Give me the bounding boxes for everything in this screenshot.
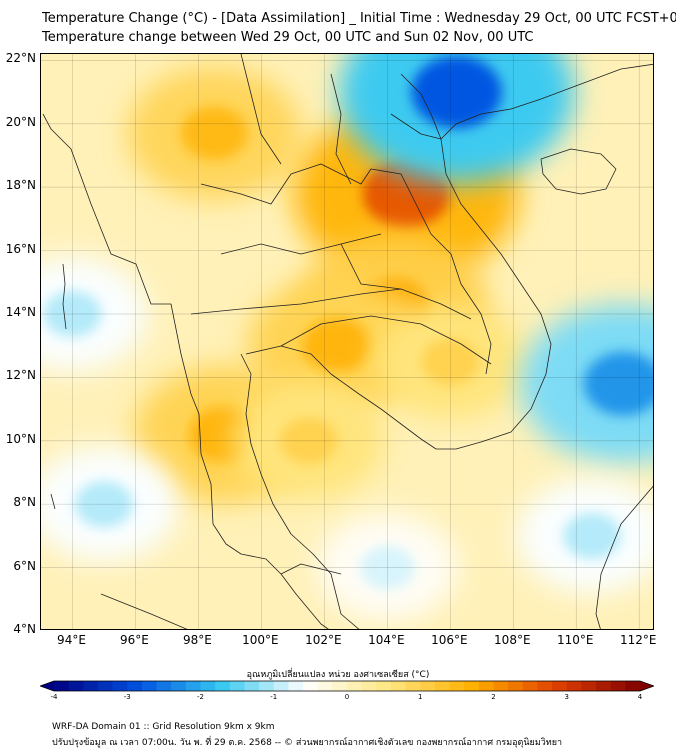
colorbar-segment [522,681,538,691]
colorbar-segment [493,681,509,691]
colorbar-tick-label: -3 [123,693,131,701]
colorbar-segment [127,681,143,691]
anomaly-core [43,290,102,338]
colorbar-segment [185,681,201,691]
colorbar-segment [171,681,187,691]
anomaly-core [583,351,653,416]
colorbar-segment [332,681,348,691]
temperature-change-map [40,53,654,630]
anomaly-core [563,512,622,560]
lon-tick-label: 100°E [242,633,279,647]
colorbar-segment [288,681,304,691]
colorbar-max-arrow [640,681,654,691]
colorbar-segment [464,681,480,691]
lon-tick-label: 96°E [120,633,149,647]
coastlines-and-borders [42,54,653,629]
colorbar-segment [347,681,363,691]
colorbar-tick-label: 3 [564,693,569,701]
colorbar-segment [420,681,436,691]
colorbar-segment [478,681,494,691]
lon-tick-label: 106°E [431,633,468,647]
anomaly-core [360,545,415,590]
lat-tick-label: 18°N [5,178,36,193]
lat-tick-label: 16°N [5,241,36,256]
colorbar-tick-label: 0 [344,693,350,701]
colorbar-segment [259,681,275,691]
colorbar-tick-label: 4 [637,693,643,701]
colorbar-segment [68,681,84,691]
temperature-field [41,54,653,622]
lon-tick-label: 102°E [305,633,342,647]
colorbar-segment [390,681,407,691]
colorbar-segment [552,681,568,691]
colorbar-segment [112,681,128,691]
colorbar-segment [566,681,582,691]
colorbar-segment [303,681,319,691]
anomaly-core [180,106,248,161]
colorbar-segment [449,681,465,691]
chart-subtitle: Temperature change between Wed 29 Oct, 0… [42,30,534,45]
colorbar-segment [508,681,524,691]
colorbar-segment [156,681,172,691]
colorbar [40,680,654,692]
colorbar-segment [83,681,99,691]
colorbar-segment [596,681,612,691]
colorbar-label: อุณหภูมิเปลี่ยนแปลง หน่วย องศาเซลเซียส (… [246,670,430,680]
colorbar-segment [317,681,333,691]
lon-tick-label: 94°E [57,633,86,647]
colorbar-segment [376,681,392,691]
colorbar-segment [215,681,231,691]
anomaly-core [302,318,372,374]
map-gridlines [41,54,653,629]
colorbar-tick-label: -2 [197,693,204,701]
colorbar-tick-label: -4 [50,693,58,701]
lat-tick-label: 22°N [5,51,36,66]
colorbar-segment [405,681,421,691]
footer-credits: ปรับปรุงข้อมูล ณ เวลา 07:00น. วัน พ. ที่… [52,738,563,748]
lat-tick-label: 14°N [5,304,36,319]
colorbar-tick-label: -1 [270,693,278,701]
colorbar-segment [581,681,597,691]
footer-model-info: WRF-DA Domain 01 :: Grid Resolution 9km … [52,722,275,732]
colorbar-segment [97,681,114,691]
colorbar-segment [361,681,377,691]
colorbar-segment [434,681,451,691]
colorbar-outline [40,680,654,692]
colorbar-tick-label: 1 [418,693,423,701]
colorbar-segment [537,681,553,691]
colorbar-segment [200,681,216,691]
lon-tick-label: 110°E [557,633,594,647]
colorbar-segment [625,681,641,691]
lon-tick-label: 108°E [494,633,531,647]
lat-tick-label: 20°N [5,114,36,129]
colorbar-segment [141,681,158,691]
anomaly-core [421,338,480,385]
lat-tick-label: 8°N [13,495,36,510]
chart-title: Temperature Change (°C) - [Data Assimila… [42,11,676,26]
anomaly-core [279,417,338,464]
lat-tick-label: 6°N [13,558,36,573]
lat-tick-label: 12°N [5,368,36,383]
anomaly-core [74,480,133,528]
colorbar-tick-label: 2 [491,693,496,701]
map-canvas [41,54,653,629]
colorbar-segment [273,681,289,691]
lon-tick-label: 98°E [182,633,212,647]
colorbar-segment [244,681,260,691]
lon-tick-label: 112°E [620,633,657,647]
colorbar-min-arrow [40,681,54,691]
colorbar-segment [54,681,70,691]
colorbar-segment [229,681,245,691]
colorbar-segment [610,681,626,691]
lon-tick-label: 104°E [368,633,405,647]
lat-tick-label: 10°N [5,431,36,446]
lat-tick-label: 4°N [13,622,36,636]
anomaly-core [411,55,502,129]
